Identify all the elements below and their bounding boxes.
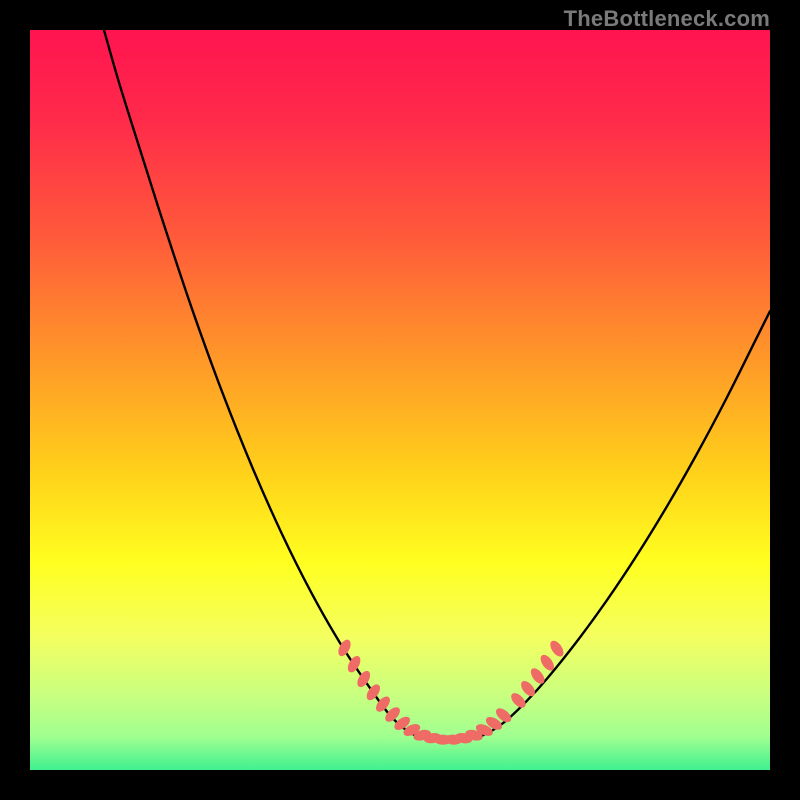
chart-svg: [30, 30, 770, 770]
watermark-text: TheBottleneck.com: [564, 6, 770, 32]
plot-area: [30, 30, 770, 770]
gradient-background: [30, 30, 770, 770]
chart-frame: TheBottleneck.com: [0, 0, 800, 800]
